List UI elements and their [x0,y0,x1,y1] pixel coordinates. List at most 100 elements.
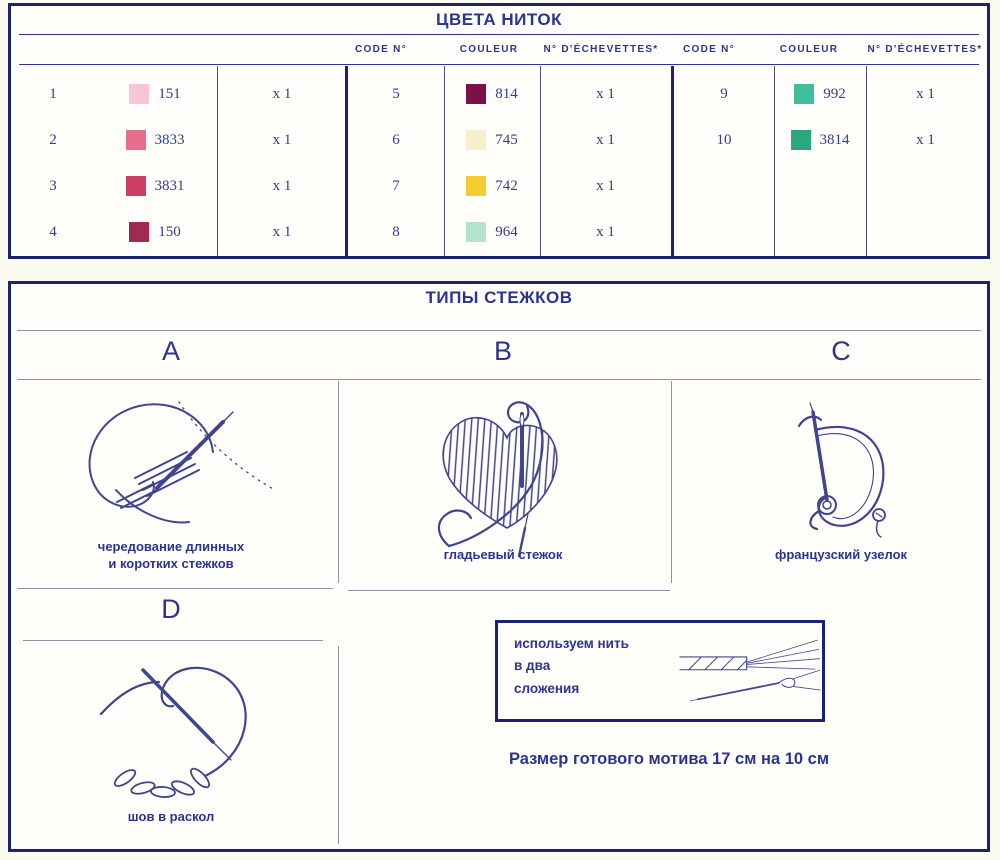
skein-count: x 1 [596,85,615,102]
column-header-echevettes: N° D'ÉCHEVETTES* [543,44,659,55]
thread-colors-section: ЦВЕТА НИТОК CODE N° COULEUR N° D'ÉCHEVET… [8,3,990,259]
color-swatch [466,176,487,196]
thread-color-cell: 814 [444,84,540,104]
thread-color-cell: 992 [774,84,866,104]
column-header-code: CODE N° [683,44,735,55]
column-header-couleur: COULEUR [459,44,519,55]
table-row: 3 3831 x 1 [15,163,345,209]
table-row: 6 745 x 1 [348,117,671,163]
stitch-caption-d: шов в раскол [127,809,215,824]
stitch-letter-b: B [493,336,512,366]
thread-number: 8 [392,223,400,240]
finished-size-note: Размер готового мотива 17 см на 10 см [508,750,830,768]
divider [19,64,979,65]
column-divider [217,66,218,256]
column-divider [540,66,541,256]
stitch-types-section: ТИПЫ СТЕЖКОВ A B C чередование длинных и… [8,281,990,852]
stitches-section-title: ТИПЫ СТЕЖКОВ [425,288,573,307]
divider [17,379,981,380]
skein-count: x 1 [596,223,615,240]
thread-color-cell: 742 [444,176,540,196]
table-row: 8 964 x 1 [348,209,671,255]
thread-number: 3 [49,177,57,194]
table-row: 7 742 x 1 [348,163,671,209]
thread-code: 992 [823,85,846,102]
color-swatch [466,130,487,150]
color-swatch [125,130,146,150]
color-swatch [466,222,487,242]
thread-color-cell: 964 [444,222,540,242]
panel-divider [338,381,339,583]
stitch-diagram-split [99,666,247,798]
color-group-2: 5 814 x 1 6 745 x 1 7 [345,66,671,256]
skein-count: x 1 [272,177,292,194]
divider [19,34,979,35]
color-swatch [129,84,150,104]
thread-code: 3814 [819,131,850,148]
table-row: 5 814 x 1 [348,71,671,117]
skein-count: x 1 [272,223,292,240]
thread-number: 4 [49,223,57,240]
stitch-diagram-french-knot [797,402,886,538]
thread-number: 10 [716,131,732,148]
column-divider [774,66,775,256]
thread-color-cell: 3831 [91,176,219,196]
thread-color-cell: 3833 [91,130,219,150]
stitch-letter-a: A [161,336,180,366]
skein-count: x 1 [916,85,935,102]
divider [23,640,323,641]
thread-number: 6 [392,131,400,148]
thread-number: 7 [392,177,400,194]
table-row: 1 151 x 1 [15,71,345,117]
skein-count: x 1 [596,131,615,148]
table-row: 9 992 x 1 [674,71,985,117]
skein-count: x 1 [272,85,292,102]
divider [348,590,670,591]
thread-note-box: используем нить в два сложения [495,620,825,722]
stitch-letter-c: C [831,336,851,366]
color-swatch [466,84,487,104]
color-swatch [790,130,811,150]
color-swatch [129,222,150,242]
stitch-diagram-satin [437,401,558,558]
thread-note-text: используем нить в два сложения [514,636,629,696]
thread-code: 742 [495,177,518,194]
thread-code: 150 [158,223,181,240]
thread-number: 1 [49,85,57,102]
column-header-echevettes: N° D'ÉCHEVETTES* [867,44,983,55]
divider [17,330,981,331]
doubled-thread-diagram [679,639,821,702]
table-row: 4 150 x 1 [15,209,345,255]
table-row: 2 3833 x 1 [15,117,345,163]
stitch-caption-b: гладьевый стежок [443,547,563,562]
thread-code: 745 [495,131,518,148]
thread-code: 3831 [154,177,185,194]
divider [17,588,333,589]
thread-number: 5 [392,85,400,102]
stitch-letter-d: D [161,594,181,624]
skein-count: x 1 [596,177,615,194]
column-divider [866,66,867,256]
thread-code: 814 [495,85,518,102]
thread-number: 9 [720,85,728,102]
table-row: 10 3814 x 1 [674,117,985,163]
color-group-3: 9 992 x 1 10 3814 x 1 [671,66,985,256]
column-divider [444,66,445,256]
thread-color-cell: 745 [444,130,540,150]
thread-color-cell: 3814 [774,130,866,150]
skein-count: x 1 [272,131,292,148]
color-group-1: 1 151 x 1 2 3833 x 1 3 [15,66,345,256]
column-header-code: CODE N° [355,44,407,55]
stitch-diagram-long-short [88,401,276,524]
colors-section-title: ЦВЕТА НИТОК [436,10,562,29]
panel-divider [338,646,339,844]
stitch-caption-a: чередование длинных и коротких стежков [97,539,245,571]
thread-code: 964 [495,223,518,240]
thread-code: 151 [158,85,181,102]
color-swatch [794,84,815,104]
panel-divider [671,381,672,583]
skein-count: x 1 [916,131,935,148]
column-header-couleur: COULEUR [779,44,839,55]
thread-color-cell: 150 [91,222,219,242]
stitch-caption-c: французский узелок [774,547,908,562]
